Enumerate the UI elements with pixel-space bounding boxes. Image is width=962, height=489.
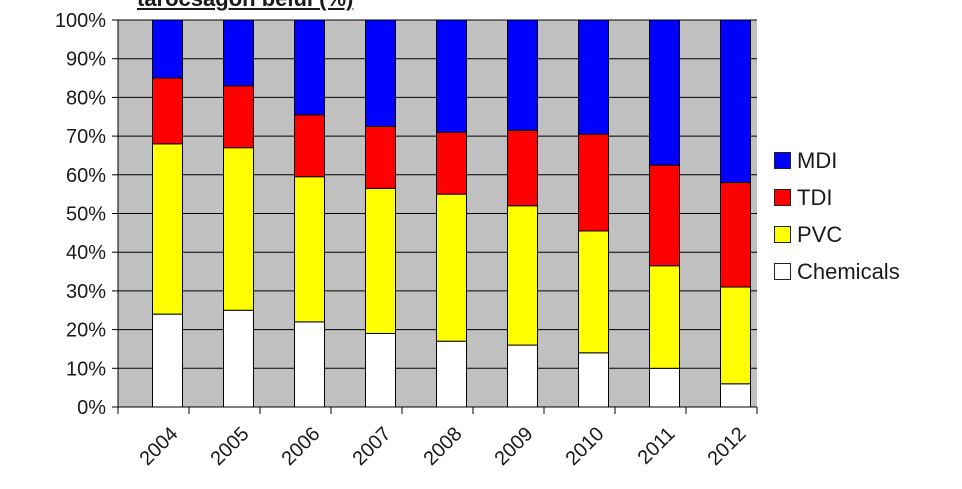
x-tick-label: 2010: [562, 423, 609, 470]
bar-segment-pvc: [507, 205, 538, 346]
x-tick-label: 2008: [420, 423, 467, 470]
bar-segment-chemicals: [720, 383, 751, 408]
x-tick-label: 2012: [704, 423, 751, 470]
y-tick-label: 30%: [66, 281, 106, 303]
bar-segment-mdi: [720, 19, 751, 184]
bar-segment-mdi: [507, 19, 538, 131]
bar-segment-tdi: [294, 114, 325, 178]
bar-segment-pvc: [720, 286, 751, 385]
legend-item-chemicals: Chemicals: [774, 259, 900, 284]
bar-segment-pvc: [152, 143, 183, 315]
bar-segment-mdi: [223, 19, 254, 87]
x-tick-label: 2006: [278, 423, 325, 470]
bar-segment-tdi: [507, 129, 538, 207]
bar-segment-mdi: [152, 19, 183, 79]
y-tick-label: 90%: [66, 49, 106, 71]
bar-segment-tdi: [365, 125, 396, 189]
bar-segment-pvc: [578, 230, 609, 354]
y-tick-label: 40%: [66, 242, 106, 264]
bar-segment-chemicals: [578, 352, 609, 408]
bar-segment-mdi: [365, 19, 396, 127]
bar-segment-pvc: [649, 265, 680, 369]
y-tick-label: 10%: [66, 358, 106, 380]
y-tick-label: 80%: [66, 87, 106, 109]
bar-segment-chemicals: [507, 344, 538, 408]
legend-swatch-chemicals: [774, 263, 791, 280]
legend-label-pvc: PVC: [797, 221, 843, 247]
bar-segment-chemicals: [223, 309, 254, 408]
chart-title: tarocsagon belül (%): [137, 0, 353, 12]
bar-segment-mdi: [436, 19, 467, 133]
bar-segment-mdi: [649, 19, 680, 166]
bar-segment-pvc: [365, 187, 396, 334]
y-tick-label: 20%: [66, 320, 106, 342]
x-tick-label: 2005: [207, 423, 254, 470]
bar-segment-chemicals: [365, 332, 396, 408]
legend-swatch-tdi: [774, 189, 791, 206]
bar-segment-pvc: [294, 176, 325, 323]
x-tick-label: 2009: [491, 423, 538, 470]
y-tick-label: 0%: [77, 397, 106, 419]
bar-segment-chemicals: [294, 321, 325, 408]
y-tick-label: 60%: [66, 165, 106, 187]
bar-segment-tdi: [649, 164, 680, 267]
legend-label-chemicals: Chemicals: [797, 258, 900, 284]
legend-item-mdi: MDI: [774, 148, 900, 173]
bar-segment-tdi: [720, 182, 751, 288]
bar-segment-mdi: [578, 19, 609, 135]
bar-segment-mdi: [294, 19, 325, 116]
bar-segment-chemicals: [649, 367, 680, 408]
legend-item-pvc: PVC: [774, 222, 900, 247]
bar-segment-tdi: [578, 133, 609, 232]
x-tick-label: 2007: [349, 423, 396, 470]
bar-segment-tdi: [436, 131, 467, 195]
y-tick-label: 100%: [55, 10, 106, 32]
y-tick-label: 70%: [66, 126, 106, 148]
bar-segment-chemicals: [436, 340, 467, 408]
bar-segment-tdi: [152, 77, 183, 145]
legend: MDI TDI PVC Chemicals: [774, 148, 900, 296]
y-tick-label: 50%: [66, 204, 106, 226]
bar-segment-chemicals: [152, 313, 183, 408]
legend-label-tdi: TDI: [797, 184, 833, 210]
bar-segment-pvc: [223, 147, 254, 311]
bar-segment-tdi: [223, 85, 254, 149]
bar-segment-pvc: [436, 193, 467, 342]
x-tick-label: 2004: [136, 423, 183, 470]
legend-swatch-pvc: [774, 226, 791, 243]
x-tick-label: 2011: [634, 423, 680, 469]
legend-item-tdi: TDI: [774, 185, 900, 210]
legend-swatch-mdi: [774, 152, 791, 169]
legend-label-mdi: MDI: [797, 147, 838, 173]
